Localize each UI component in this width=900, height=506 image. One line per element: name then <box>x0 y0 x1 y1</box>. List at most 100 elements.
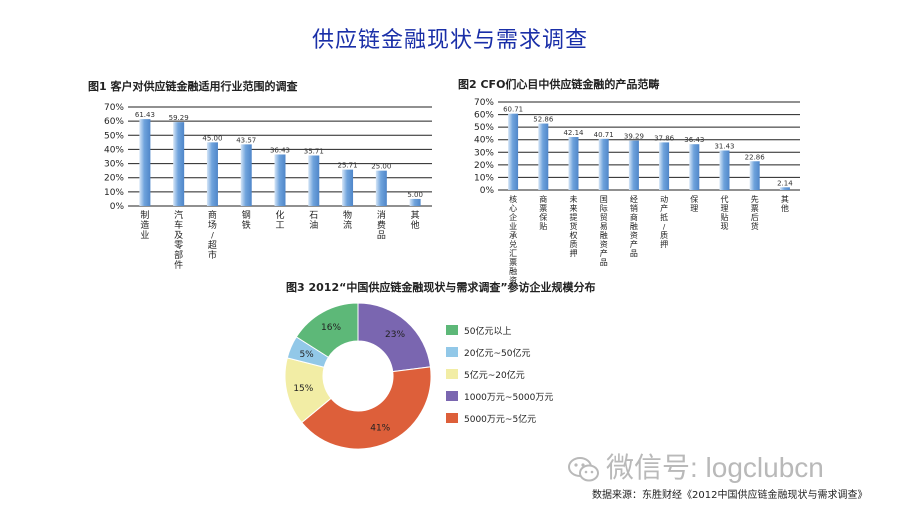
chart1-category-label: 制造业 <box>140 209 149 241</box>
chart1-ytick-label: 50% <box>104 131 124 141</box>
chart3-legend-swatch <box>446 391 458 401</box>
chart2-value-label: 52.86 <box>533 116 554 124</box>
chart1-value-label: 35.71 <box>304 147 324 155</box>
chart1-value-label: 45.00 <box>202 134 222 142</box>
chart3-legend-label: 50亿元以上 <box>464 325 511 337</box>
chart2-ytick-label: 0% <box>480 186 495 196</box>
chart2-category-label: 商票保贴 <box>539 194 547 231</box>
chart2-bar <box>779 187 790 190</box>
chart2-value-label: 2.14 <box>777 179 793 187</box>
chart1-bar <box>308 155 320 206</box>
chart2-category-label: 核心企业承兑汇票融资 <box>509 194 517 285</box>
chart2-category-label: 未来提货权质押 <box>570 194 578 258</box>
chart1-category-label: 化工 <box>275 209 284 231</box>
chart2-category-label: 动产抵/质押 <box>660 194 668 249</box>
chart2-category-label: 代理贴现 <box>721 194 729 231</box>
chart2-bar <box>689 144 700 190</box>
chart2-bar <box>538 123 549 190</box>
chart3-legend-label: 1000万元~5000万元 <box>464 393 553 403</box>
chart2-value-label: 37.86 <box>654 134 675 142</box>
chart3-slice-label: 5% <box>299 350 314 360</box>
chart1-title: 图1 客户对供应链金融适用行业范围的调查 <box>88 80 298 93</box>
watermark: 微信号: logclubcn <box>568 446 824 486</box>
chart2-bar <box>719 150 730 190</box>
chart2-category-label: 先票后货 <box>751 194 759 231</box>
chart1-value-label: 25.71 <box>338 162 358 170</box>
chart3-legend-swatch <box>446 325 458 335</box>
chart2-value-label: 39.29 <box>624 133 644 141</box>
chart2-ytick-label: 10% <box>474 173 494 183</box>
chart1-value-label: 5.00 <box>407 191 423 199</box>
chart1-value-label: 43.57 <box>236 136 256 144</box>
chart1-bar-chart: 0% 10% 20% 30% 40% 50% 60% 70% 61.43 制造业 59.29 汽车及零… <box>104 103 432 271</box>
chart1-ytick-label: 40% <box>104 145 124 155</box>
chart1-value-label: 25.00 <box>371 163 391 171</box>
chart1-value-label: 61.43 <box>135 111 155 119</box>
chart3-title: 图3 2012“中国供应链金融现状与需求调查”参访企业规模分布 <box>286 281 596 294</box>
chart3-legend-label: 5亿元~20亿元 <box>464 369 525 381</box>
chart2-value-label: 60.71 <box>503 106 523 114</box>
chart2-category-label: 其他 <box>781 195 789 213</box>
chart2-title: 图2 CFO们心目中供应链金融的产品范畴 <box>458 78 660 91</box>
chart2-category-label: 国际贸易融资产品 <box>600 195 608 267</box>
chart2-ytick-label: 30% <box>474 148 494 158</box>
chart2-bar <box>508 113 519 190</box>
chart2-bar <box>628 140 639 190</box>
chart3-slice <box>295 302 359 358</box>
chart2-category-label: 经销商融资产品 <box>630 194 638 258</box>
chart1-ytick-label: 10% <box>104 188 124 198</box>
chart1-bar <box>240 144 252 206</box>
chart2-bar <box>598 138 609 190</box>
chart2-ytick-label: 50% <box>474 123 494 133</box>
wechat-icon <box>568 456 599 482</box>
chart3-legend-swatch <box>446 369 458 379</box>
chart2-ytick-label: 60% <box>474 111 494 121</box>
chart1-category-label: 汽车及零部件 <box>174 209 183 271</box>
chart2-bar <box>659 142 670 190</box>
chart1-category-label: 其他 <box>411 210 420 231</box>
chart1-bar <box>375 170 387 206</box>
chart2-value-label: 40.71 <box>594 131 614 139</box>
chart1-bar <box>274 154 286 206</box>
chart3-slice-label: 16% <box>321 323 341 333</box>
chart1-ytick-label: 0% <box>110 202 125 212</box>
chart3-slice-label: 41% <box>370 423 390 433</box>
chart1-ytick-label: 70% <box>104 103 124 113</box>
chart1-ytick-label: 30% <box>104 160 124 170</box>
chart1-value-label: 36.43 <box>270 146 290 154</box>
chart3-donut-chart: 23% 41% 15% 5% 16% 50亿元以上 20亿元~50亿元 5亿元~20亿元 100… <box>284 302 553 450</box>
chart2-value-label: 22.86 <box>745 153 766 161</box>
chart2-bar-chart: 0% 10% 20% 30% 40% 50% 60% 70% 60.71 核心企业承兑汇票融资 52… <box>474 98 800 285</box>
watermark-text: 微信号: logclubcn <box>606 452 824 483</box>
chart2-category-label: 保理 <box>690 194 698 213</box>
page-title: 供应链金融现状与需求调查 <box>311 28 588 53</box>
chart3-legend-swatch <box>446 347 458 357</box>
chart1-value-label: 59.29 <box>169 114 189 122</box>
chart2-ytick-label: 40% <box>474 136 494 146</box>
chart1-ytick-label: 60% <box>104 117 124 127</box>
chart3-slice-label: 23% <box>385 330 405 340</box>
chart1-bar <box>342 169 354 206</box>
chart2-value-label: 31.43 <box>714 142 734 150</box>
chart1-bar <box>139 119 151 206</box>
chart2-bar <box>568 137 579 190</box>
chart1-category-label: 商场/超市 <box>208 209 217 261</box>
chart3-slice-label: 15% <box>293 384 313 394</box>
chart1-bar <box>173 122 185 206</box>
chart3-legend-swatch <box>446 413 458 423</box>
source-note: 数据来源：东胜财经《2012中国供应链金融现状与需求调查》 <box>592 490 868 501</box>
chart2-value-label: 36.43 <box>684 136 704 144</box>
chart1-bar <box>409 198 421 206</box>
chart1-category-label: 石油 <box>309 211 318 231</box>
chart3-legend-label: 5000万元~5亿元 <box>464 413 536 425</box>
chart1-category-label: 消费品 <box>377 209 386 241</box>
chart1-category-label: 钢铁 <box>242 209 251 231</box>
chart1-bar <box>206 142 218 206</box>
chart2-ytick-label: 70% <box>474 98 494 108</box>
chart2-value-label: 42.14 <box>563 129 584 137</box>
chart3-legend-label: 20亿元~50亿元 <box>464 347 530 359</box>
chart1-category-label: 物流 <box>343 209 352 231</box>
chart1-ytick-label: 20% <box>104 174 124 184</box>
chart2-bar <box>749 161 760 190</box>
